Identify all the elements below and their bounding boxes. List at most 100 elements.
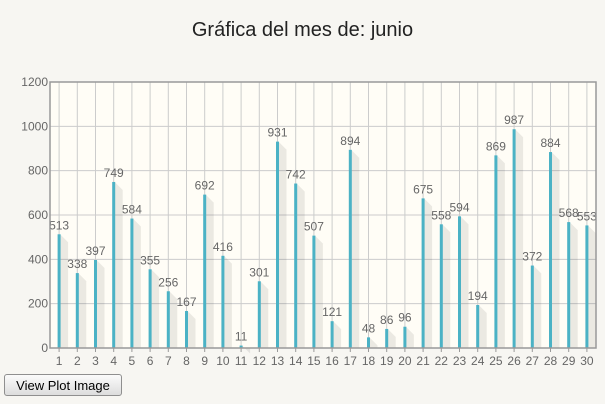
bar-shadow	[387, 328, 396, 348]
bar	[403, 326, 407, 348]
data-label: 355	[140, 253, 160, 267]
x-tick-label: 7	[165, 354, 172, 368]
data-label: 338	[67, 257, 87, 271]
data-label: 416	[213, 240, 233, 254]
data-label: 507	[304, 220, 324, 234]
data-label: 558	[431, 208, 451, 222]
bar-shadow	[314, 235, 323, 348]
bar-shadow	[369, 337, 378, 348]
x-tick-label: 13	[271, 354, 285, 368]
bar	[530, 265, 534, 348]
x-tick-label: 28	[544, 354, 558, 368]
bar-shadow	[515, 129, 524, 348]
data-label: 96	[398, 311, 412, 325]
bar-shadow	[533, 265, 542, 348]
x-tick-label: 14	[289, 354, 303, 368]
bar-shadow	[405, 326, 414, 348]
bar	[585, 225, 589, 348]
bar	[330, 321, 334, 348]
bar-shadow	[151, 269, 160, 348]
x-tick-label: 1	[56, 354, 63, 368]
x-tick-label: 16	[325, 354, 339, 368]
bar	[494, 155, 498, 348]
bar	[112, 181, 116, 348]
data-label: 301	[249, 265, 269, 279]
x-tick-label: 24	[471, 354, 485, 368]
data-label: 513	[49, 218, 69, 232]
bar-shadow	[424, 198, 433, 348]
bar-shadow	[260, 281, 269, 348]
x-tick-label: 18	[362, 354, 376, 368]
data-label: 194	[468, 289, 488, 303]
y-tick-label: 200	[28, 297, 48, 311]
bar	[385, 328, 389, 348]
x-tick-label: 12	[253, 354, 267, 368]
x-tick-label: 27	[526, 354, 540, 368]
x-tick-label: 15	[307, 354, 321, 368]
x-tick-label: 20	[398, 354, 412, 368]
bar-shadow	[205, 194, 214, 348]
bar	[57, 234, 61, 348]
y-tick-label: 800	[28, 164, 48, 178]
bar-shadow	[169, 291, 178, 348]
bar-shadow	[569, 222, 578, 348]
x-tick-label: 17	[344, 354, 358, 368]
bar-shadow	[278, 141, 287, 348]
plot-border	[49, 81, 597, 349]
bar-shadow	[187, 310, 196, 348]
bar	[276, 141, 279, 348]
y-tick-label: 600	[28, 208, 48, 222]
y-tick-label: 0	[41, 341, 48, 355]
x-tick-label: 23	[453, 354, 467, 368]
x-tick-label: 30	[580, 354, 594, 368]
bar-shadow	[223, 255, 232, 348]
bar	[421, 198, 425, 348]
bar-shadow	[333, 321, 342, 348]
x-tick-label: 19	[380, 354, 394, 368]
bar	[312, 235, 316, 348]
bar	[476, 304, 480, 348]
x-tick-label: 3	[92, 354, 99, 368]
bar-shadow	[478, 304, 487, 348]
data-label: 11	[235, 330, 248, 344]
x-tick-label: 29	[562, 354, 576, 368]
data-label: 568	[559, 206, 579, 220]
bar-shadow	[587, 225, 596, 348]
bar-shadow	[114, 181, 123, 348]
y-tick-label: 400	[28, 252, 48, 266]
bar	[130, 218, 134, 348]
data-label: 167	[176, 295, 196, 309]
data-label: 256	[158, 275, 178, 289]
data-label: 86	[380, 313, 394, 327]
x-tick-label: 6	[147, 354, 154, 368]
bar	[257, 281, 261, 348]
bar	[221, 255, 225, 348]
data-label: 397	[85, 244, 105, 258]
bar	[458, 216, 461, 348]
data-label: 869	[486, 139, 506, 153]
bar-shadow	[551, 152, 560, 348]
bar-shadow	[296, 183, 305, 348]
bar-chart: 0200400600800100012005131338239737494584…	[21, 75, 597, 368]
x-tick-label: 5	[129, 354, 136, 368]
data-label: 372	[522, 250, 542, 264]
x-tick-label: 9	[201, 354, 208, 368]
x-tick-label: 2	[74, 354, 81, 368]
x-tick-label: 11	[235, 354, 248, 368]
data-label: 987	[504, 113, 524, 127]
bar	[166, 291, 170, 348]
bar	[294, 183, 298, 348]
x-tick-label: 25	[489, 354, 503, 368]
bar-shadow	[132, 218, 141, 348]
bar	[239, 345, 243, 348]
bar	[348, 149, 352, 348]
bar	[567, 222, 571, 348]
data-label: 884	[540, 136, 560, 150]
y-tick-label: 1200	[21, 75, 48, 89]
bar	[203, 194, 207, 348]
data-label: 594	[449, 200, 469, 214]
data-label: 553	[577, 209, 597, 223]
data-label: 584	[122, 203, 142, 217]
view-plot-image-button[interactable]: View Plot Image	[4, 374, 122, 396]
